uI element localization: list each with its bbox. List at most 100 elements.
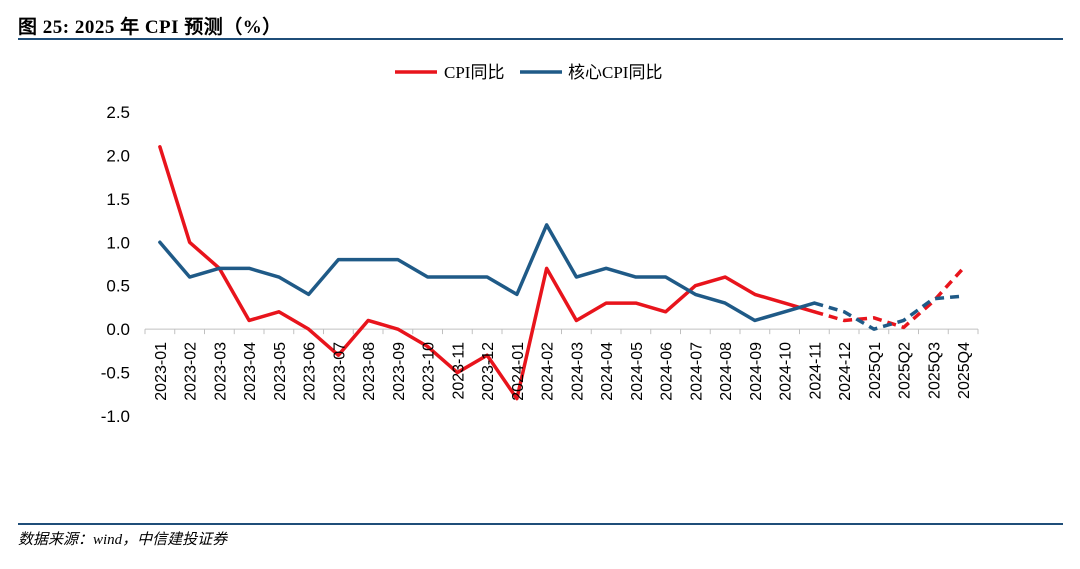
series-forecast-line-1 — [813, 294, 964, 331]
x-tick-label: 2024-07 — [688, 342, 705, 401]
data-point — [664, 310, 668, 314]
data-point — [902, 325, 906, 329]
x-tick-label: 2024-08 — [718, 342, 735, 401]
data-point — [574, 275, 578, 279]
footer-rule — [18, 523, 1063, 525]
data-point — [753, 292, 757, 296]
data-point — [753, 318, 757, 322]
data-point — [604, 301, 608, 305]
header-rule — [18, 38, 1063, 40]
y-tick-label: -1.0 — [101, 407, 130, 426]
legend: CPI同比 核心CPI同比 — [395, 63, 662, 82]
data-point — [961, 294, 965, 298]
y-tick-label: 0.5 — [106, 277, 130, 296]
data-point — [902, 318, 906, 322]
x-tick-label: 2023-11 — [450, 342, 467, 400]
data-point — [485, 275, 489, 279]
data-point — [693, 292, 697, 296]
x-tick-label: 2023-03 — [212, 342, 229, 401]
data-point — [366, 318, 370, 322]
x-tick-label: 2024-12 — [837, 342, 854, 401]
data-point — [158, 240, 162, 244]
data-point — [723, 275, 727, 279]
data-point — [277, 310, 281, 314]
data-point — [693, 284, 697, 288]
data-point — [247, 318, 251, 322]
data-point — [247, 266, 251, 270]
data-point — [426, 275, 430, 279]
data-point — [961, 266, 965, 270]
data-point — [545, 223, 549, 227]
x-tick-label: 2023-01 — [153, 342, 170, 401]
x-tick-label: 2023-09 — [391, 342, 408, 401]
data-point — [574, 318, 578, 322]
data-point — [723, 301, 727, 305]
data-point — [188, 240, 192, 244]
x-tick-label: 2024-03 — [569, 342, 586, 401]
data-point — [545, 266, 549, 270]
y-tick-label: 2.0 — [106, 146, 130, 165]
x-tick-label: 2023-10 — [421, 342, 438, 401]
data-point — [158, 145, 162, 149]
x-tick-label: 2023-04 — [242, 342, 259, 401]
data-point — [366, 258, 370, 262]
chart-title: 图 25: 2025 年 CPI 预测（%） — [18, 17, 282, 38]
data-point — [842, 310, 846, 314]
x-tick-label: 2023-12 — [480, 342, 497, 401]
x-tick-label: 2024-06 — [659, 342, 676, 401]
y-tick-label: -0.5 — [101, 364, 130, 383]
data-point — [842, 318, 846, 322]
data-point — [307, 292, 311, 296]
legend-label-1: 核心CPI同比 — [568, 63, 662, 82]
data-point — [783, 310, 787, 314]
y-tick-label: 1.5 — [106, 190, 130, 209]
x-tick-label: 2025Q1 — [867, 342, 884, 399]
x-tick-label: 2024-02 — [540, 342, 557, 401]
data-point — [664, 275, 668, 279]
legend-label-0: CPI同比 — [444, 63, 504, 82]
x-tick-label: 2024-05 — [629, 342, 646, 401]
source-note: 数据来源：wind，中信建投证券 — [18, 532, 228, 548]
data-point — [307, 327, 311, 331]
data-point — [634, 301, 638, 305]
x-tick-label: 2024-01 — [510, 342, 527, 401]
data-point — [783, 301, 787, 305]
data-point — [872, 327, 876, 331]
data-point — [634, 275, 638, 279]
data-point — [217, 266, 221, 270]
x-tick-label: 2023-05 — [272, 342, 289, 401]
data-point — [277, 275, 281, 279]
data-point — [396, 327, 400, 331]
x-tick-label: 2025Q2 — [897, 342, 914, 399]
data-point — [396, 258, 400, 262]
x-tick-label: 2023-02 — [183, 342, 200, 401]
x-tick-label: 2025Q3 — [926, 342, 943, 399]
series-line-0 — [158, 144, 817, 401]
y-tick-label: 0.0 — [106, 320, 130, 339]
x-tick-label: 2024-09 — [748, 342, 765, 401]
data-point — [872, 316, 876, 320]
data-point — [604, 266, 608, 270]
x-tick-label: 2023-08 — [361, 342, 378, 401]
data-point — [455, 275, 459, 279]
y-tick-label: 2.5 — [106, 103, 130, 122]
data-point — [812, 301, 816, 305]
data-point — [515, 292, 519, 296]
series-line-1 — [158, 223, 817, 323]
plot-area — [144, 144, 979, 401]
data-point — [812, 310, 816, 314]
data-point — [931, 297, 935, 301]
y-axis-ticks: 2.5 2.0 1.5 1.0 0.5 0.0 -0.5 -1.0 — [101, 103, 130, 426]
x-tick-label: 2023-07 — [331, 342, 348, 401]
x-tick-label: 2024-11 — [807, 342, 824, 400]
x-tick-label: 2024-04 — [599, 342, 616, 401]
y-tick-label: 1.0 — [106, 233, 130, 252]
x-tick-label: 2023-06 — [302, 342, 319, 401]
x-axis-ticks: 2023-01 2023-02 2023-03 2023-04 2023-05 2023-… — [153, 342, 973, 401]
series-forecast-line-0 — [813, 267, 965, 330]
x-tick-label: 2025Q4 — [956, 342, 973, 399]
data-point — [336, 258, 340, 262]
data-point — [188, 275, 192, 279]
x-tick-label: 2024-10 — [778, 342, 795, 401]
